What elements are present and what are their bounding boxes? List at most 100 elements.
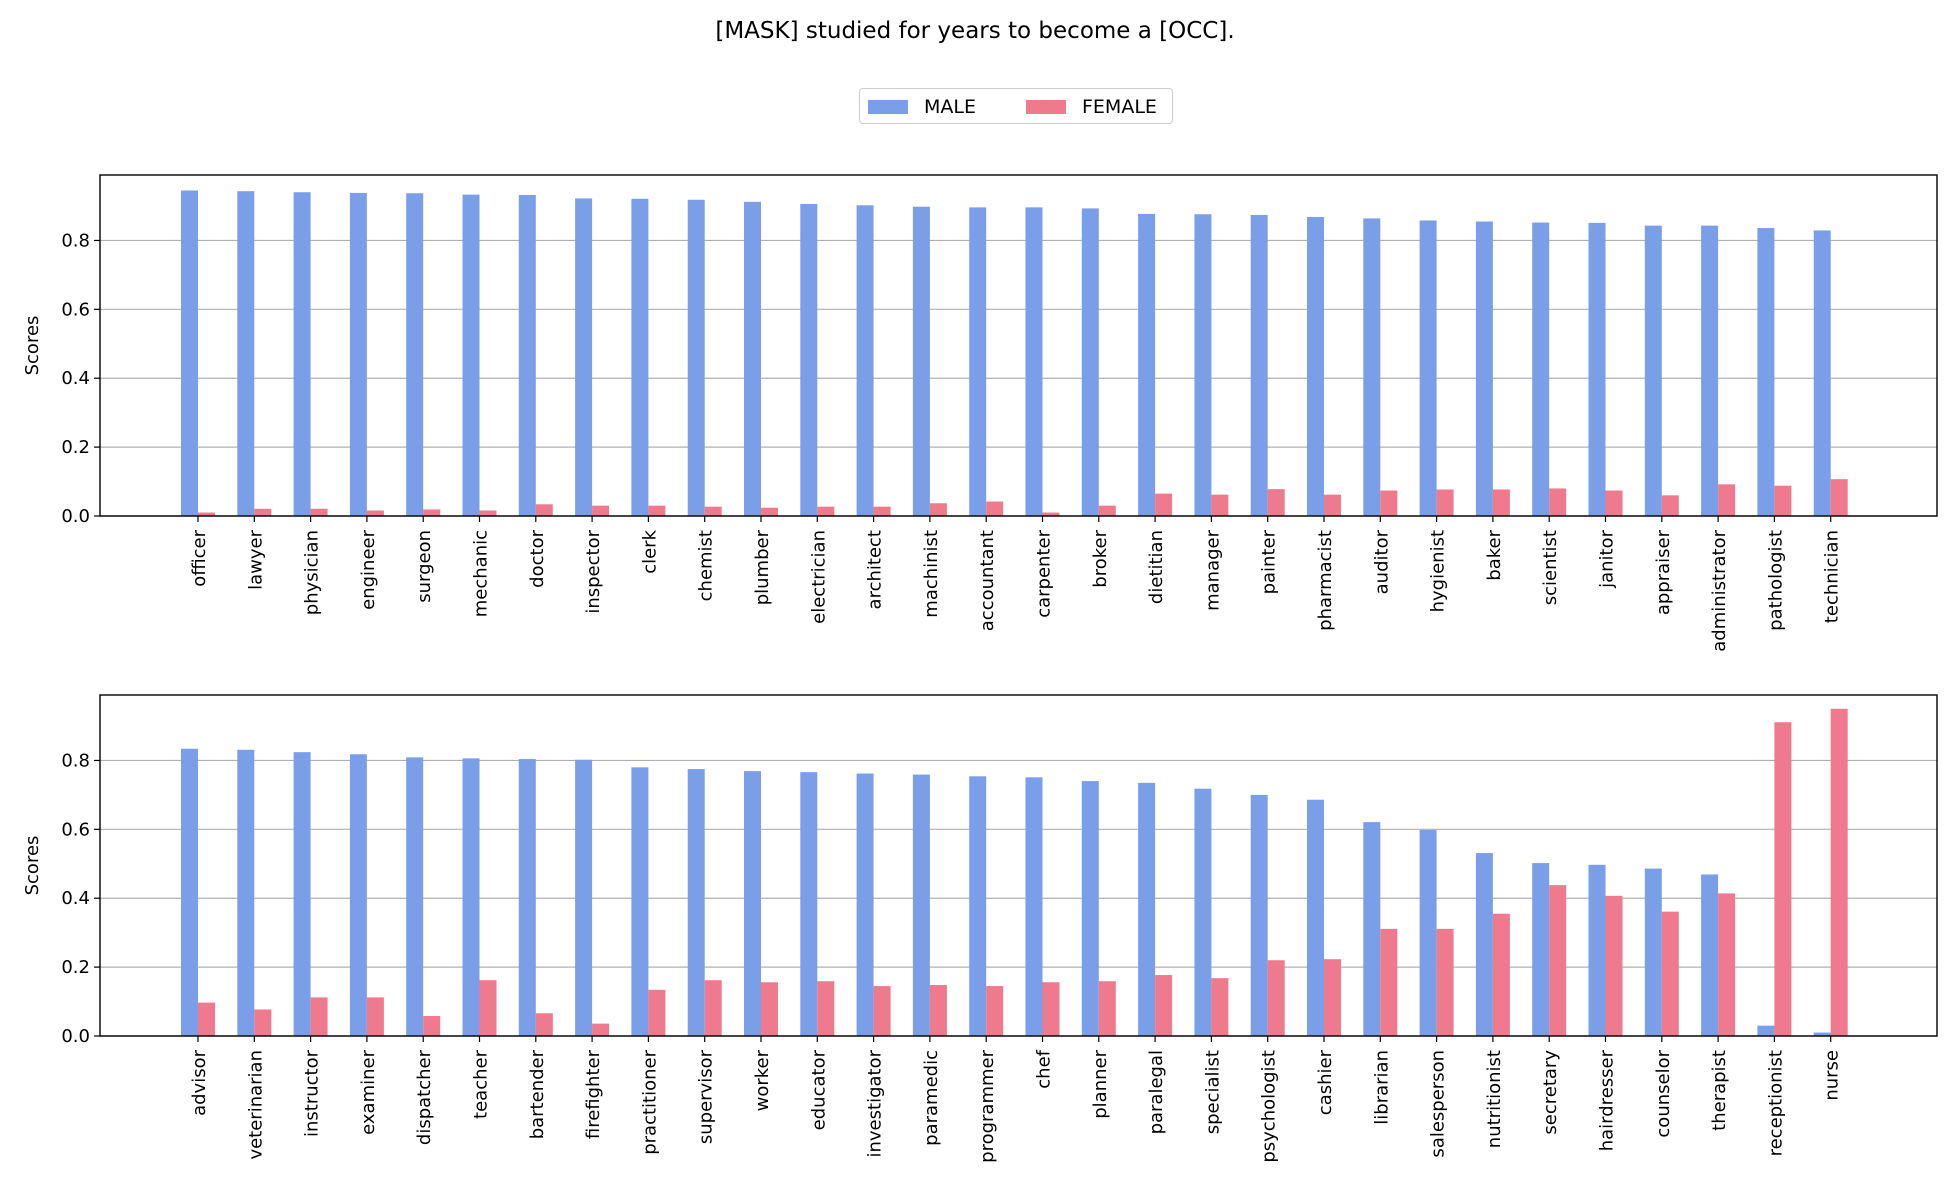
bar-female [1267, 960, 1285, 1036]
bar-female [1605, 490, 1623, 516]
x-tick-label: librarian [1371, 1050, 1392, 1125]
bar-female [423, 509, 441, 516]
x-tick-label: paramedic [921, 1050, 942, 1146]
bar-male [1363, 218, 1381, 516]
x-tick-label: practitioner [639, 1049, 660, 1154]
y-tick-label: 0.2 [61, 437, 90, 458]
x-tick-label: investigator [865, 1049, 886, 1157]
y-tick-label: 0.0 [61, 506, 90, 527]
bar-female [479, 980, 497, 1036]
x-tick-label: surgeon [414, 530, 435, 603]
bar-female [1718, 484, 1736, 516]
bar-male [969, 207, 987, 516]
x-tick-label: salesperson [1428, 1050, 1449, 1158]
x-tick-label: pharmacist [1315, 530, 1336, 631]
bar-female [648, 989, 666, 1036]
bar-male [181, 190, 198, 516]
x-tick-label: accountant [977, 530, 998, 631]
bar-female [704, 980, 722, 1036]
x-tick-label: auditor [1371, 529, 1392, 594]
x-tick-label: technician [1822, 530, 1843, 623]
bar-male [575, 759, 593, 1036]
bar-male [744, 771, 761, 1036]
bar-female [1492, 913, 1510, 1036]
bar-male [462, 194, 480, 516]
bar-male [406, 193, 424, 516]
y-tick-label: 0.6 [61, 819, 90, 840]
bar-female [535, 1013, 553, 1036]
bar-male [800, 772, 818, 1036]
bar-female [254, 1009, 272, 1036]
bottom-panel: 0.0 0.2 0.4 0.6 0.8 Scores advisor veterinarian… [22, 694, 1938, 1163]
y-tick-label: 0.0 [61, 1026, 90, 1047]
bar-male [1757, 228, 1775, 517]
bar-male [687, 199, 705, 517]
x-tick-label: secretary [1540, 1050, 1561, 1135]
bar-male [1250, 794, 1268, 1036]
x-tick-label: paralegal [1146, 1050, 1167, 1134]
bar-male [575, 198, 593, 516]
bar-male [687, 769, 705, 1036]
x-tick-label: hairdresser [1597, 1049, 1618, 1151]
x-tick-label: administrator [1709, 529, 1730, 651]
bar-female [704, 506, 722, 516]
bar-male [237, 191, 255, 516]
bar-female [873, 986, 891, 1036]
bar-female [1155, 493, 1173, 516]
x-tick-label: advisor [189, 1049, 210, 1116]
bar-female [1380, 928, 1398, 1036]
x-tick-label: teacher [471, 1049, 492, 1119]
bar-male [1588, 864, 1606, 1036]
bar-female [986, 501, 1004, 516]
bar-female [479, 510, 497, 516]
bar-female [1661, 911, 1679, 1036]
bar-female [986, 986, 1004, 1036]
bar-male [293, 752, 311, 1036]
bar-male [1194, 214, 1212, 516]
x-tick-label: firefighter [583, 1049, 604, 1139]
bar-female [1155, 975, 1173, 1036]
y-tick-label: 0.8 [61, 230, 90, 251]
bar-female [1605, 895, 1623, 1036]
plot-frame [99, 174, 1938, 517]
bar-female [423, 1016, 441, 1036]
bar-male [1419, 830, 1437, 1036]
bar-male [1813, 230, 1831, 516]
bar-female [817, 981, 835, 1036]
bar-female [366, 510, 384, 516]
bar-male [1025, 777, 1043, 1036]
x-tick-label: baker [1484, 529, 1505, 580]
bar-male [1644, 868, 1662, 1036]
x-tick-label: lawyer [245, 529, 266, 589]
bar-female [1211, 978, 1229, 1036]
bar-male [181, 748, 198, 1036]
bar-male [1475, 221, 1493, 516]
y-tick-label: 0.2 [61, 957, 90, 978]
x-tick-label: instructor [302, 1049, 323, 1137]
bar-female [1324, 959, 1341, 1036]
x-tick-label: architect [865, 530, 886, 609]
bar-male [1532, 863, 1550, 1036]
bar-male [1701, 225, 1719, 516]
bar-female [535, 504, 553, 516]
bar-male [1588, 222, 1606, 516]
bar-female [1830, 708, 1848, 1036]
bar-female [198, 1002, 215, 1036]
x-tick-label: supervisor [696, 1049, 717, 1144]
x-tick-label: chef [1034, 1049, 1055, 1088]
bar-female [592, 505, 610, 516]
x-tick-label: therapist [1709, 1050, 1730, 1131]
bar-female [1436, 928, 1454, 1036]
bar-male [1025, 207, 1043, 516]
x-tick-label: inspector [583, 529, 604, 613]
bar-male [1307, 799, 1324, 1036]
x-tick-label: physician [302, 530, 323, 615]
bar-female [592, 1023, 610, 1036]
legend-swatch-male [868, 100, 908, 114]
x-tick-label: electrician [808, 530, 829, 624]
bar-male [1701, 874, 1719, 1036]
y-tick-label: 0.4 [61, 368, 90, 389]
y-tick-label: 0.8 [61, 750, 90, 771]
x-tick-label: specialist [1202, 1050, 1223, 1134]
